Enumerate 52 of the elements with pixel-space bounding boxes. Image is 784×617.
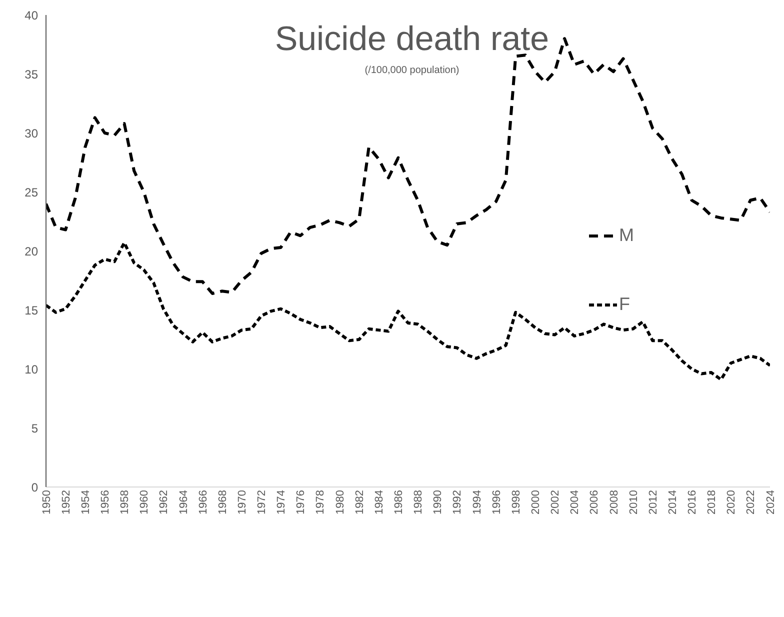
x-tick-label: 1976 bbox=[295, 490, 308, 514]
x-tick-label: 2006 bbox=[588, 490, 601, 514]
x-tick-label: 2008 bbox=[608, 490, 620, 514]
text: (/100,000 population) bbox=[364, 65, 460, 76]
x-tick-label: 2000 bbox=[530, 490, 542, 514]
x-tick-label: 1978 bbox=[314, 490, 327, 514]
y-tick-label: 10 bbox=[24, 362, 38, 376]
x-tick-label: 1956 bbox=[100, 490, 112, 514]
y-tick-label: 15 bbox=[24, 303, 38, 318]
x-tick-label: 1990 bbox=[432, 490, 444, 514]
x-tick-label: 1952 bbox=[60, 490, 72, 514]
legend-label: F bbox=[619, 294, 630, 315]
x-tick-label: 1980 bbox=[334, 490, 346, 514]
y-tick-label: 30 bbox=[24, 126, 38, 140]
y-tick-label: 40 bbox=[24, 8, 38, 22]
x-tick-label: 1968 bbox=[216, 490, 229, 514]
y-tick-label: 20 bbox=[24, 244, 38, 258]
y-tick-label: 5 bbox=[31, 421, 38, 436]
x-tick-label: 2012 bbox=[647, 490, 660, 514]
x-tick-label: 1964 bbox=[178, 490, 190, 514]
x-tick-label: 1950 bbox=[40, 490, 53, 514]
x-tick-label: 2020 bbox=[726, 490, 738, 514]
y-tick-label: 0 bbox=[31, 480, 38, 494]
x-tick-label: 1998 bbox=[510, 490, 522, 514]
chart-title: Suicide death rate bbox=[274, 20, 550, 59]
x-tick-label: 1988 bbox=[412, 490, 425, 514]
x-tick-label: 1960 bbox=[138, 490, 151, 514]
x-tick-label: 1962 bbox=[158, 490, 170, 514]
x-tick-label: 1992 bbox=[452, 490, 464, 514]
y-tick-label: 25 bbox=[24, 185, 38, 200]
x-tick-label: 1994 bbox=[471, 490, 484, 514]
x-tick-label: 2024 bbox=[764, 490, 777, 514]
y-tick-label: 35 bbox=[24, 67, 38, 82]
x-tick-label: 1986 bbox=[393, 490, 406, 514]
x-tick-label: 1972 bbox=[256, 490, 268, 514]
line-series bbox=[46, 241, 770, 382]
x-tick-label: 2016 bbox=[686, 490, 699, 514]
x-tick-label: 1966 bbox=[197, 490, 210, 514]
x-tick-label: 1954 bbox=[80, 490, 92, 514]
x-tick-label: 2002 bbox=[550, 490, 562, 514]
x-tick-label: 1982 bbox=[354, 490, 366, 514]
x-tick-label: 1984 bbox=[373, 490, 386, 514]
x-tick-label: 2004 bbox=[569, 490, 582, 514]
x-tick-label: 2018 bbox=[706, 490, 718, 514]
x-tick-label: 2014 bbox=[666, 490, 679, 514]
x-tick-label: 1996 bbox=[490, 490, 503, 514]
legend-label: M bbox=[619, 225, 634, 246]
x-tick-label: 1958 bbox=[119, 490, 132, 514]
x-tick-label: 2010 bbox=[628, 490, 640, 514]
x-tick-label: 1974 bbox=[276, 490, 288, 514]
x-tick-label: 2022 bbox=[745, 490, 758, 514]
x-tick-label: 1970 bbox=[236, 490, 248, 514]
